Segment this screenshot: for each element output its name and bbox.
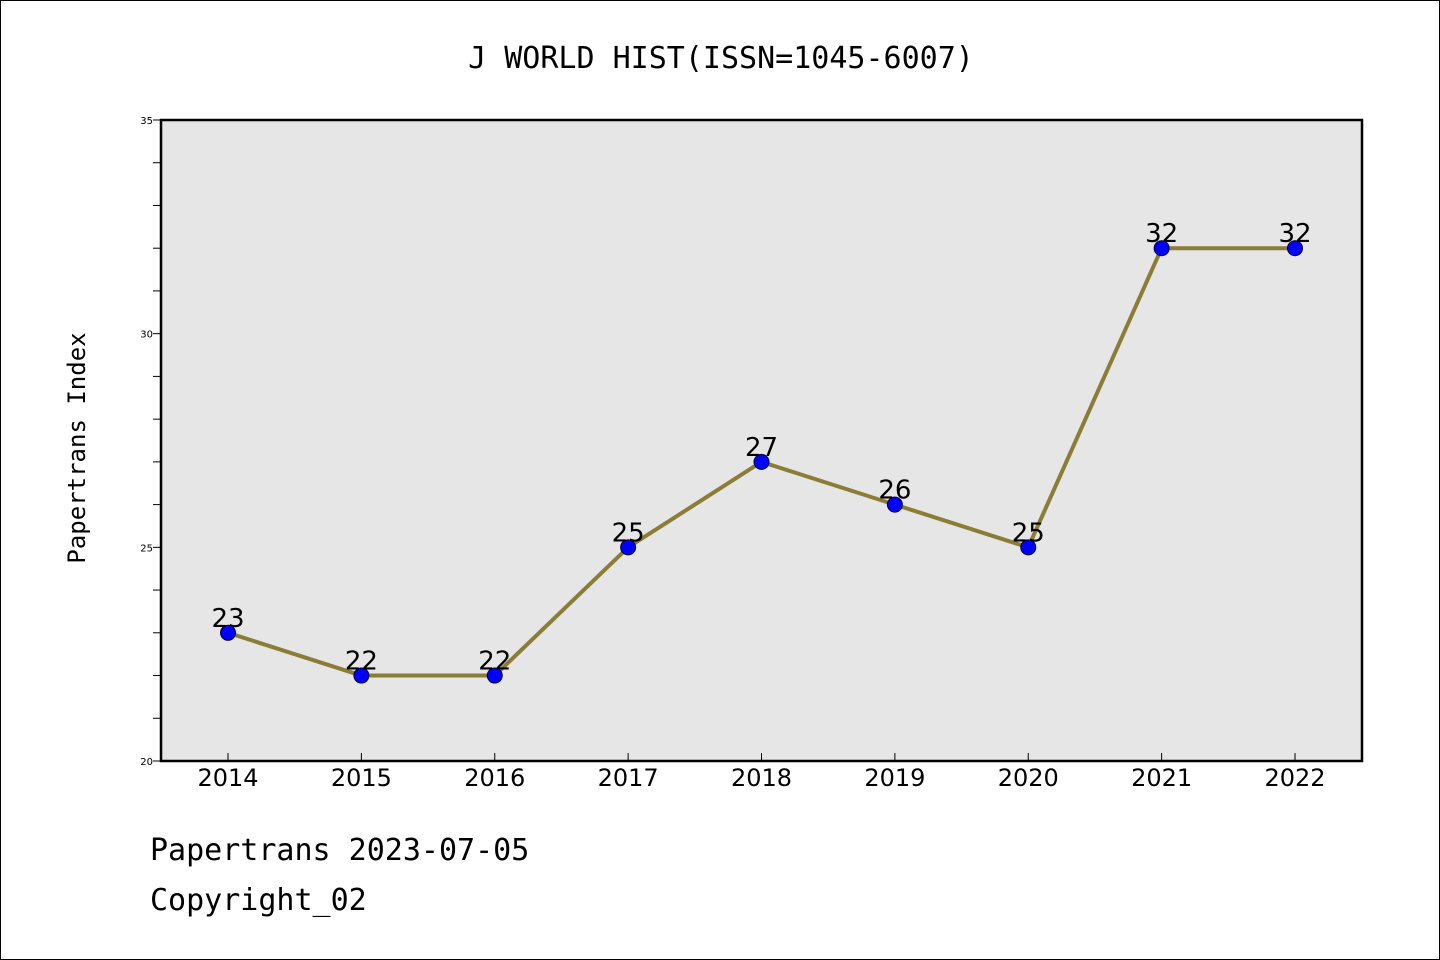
data-point <box>1020 539 1037 556</box>
x-tick-label: 2019 <box>864 764 925 792</box>
x-tick-label: 2014 <box>197 764 258 792</box>
x-tick-label: 2015 <box>331 764 392 792</box>
x-axis: 2014 2015 2016 2017 2018 2019 2020 2021 2022 <box>197 753 1326 792</box>
data-label: 22 <box>478 647 511 677</box>
data-label: 23 <box>211 604 244 634</box>
y-tick-label: 25 <box>140 543 153 554</box>
data-point <box>486 667 503 684</box>
y-tick-label: 35 <box>140 116 153 127</box>
y-axis: 20 25 30 35 <box>140 116 161 768</box>
data-point <box>1287 240 1303 257</box>
data-label: 26 <box>878 476 911 506</box>
data-label: 32 <box>1145 219 1178 249</box>
x-tick-label: 2016 <box>464 764 525 792</box>
x-tick-label: 2020 <box>998 764 1059 792</box>
x-tick-label: 2018 <box>731 764 792 792</box>
x-tick-label: 2021 <box>1131 764 1192 792</box>
data-point <box>620 539 637 556</box>
plot-area <box>159 118 1364 763</box>
data-label: 22 <box>345 647 378 677</box>
y-tick-label: 30 <box>140 330 153 341</box>
data-point <box>220 624 236 641</box>
data-point <box>1153 240 1170 257</box>
data-point <box>353 667 370 684</box>
data-points <box>220 240 1303 684</box>
y-tick-label: 20 <box>140 757 153 768</box>
x-tick-label: 2022 <box>1264 764 1325 792</box>
footer-date: Papertrans 2023-07-05 <box>150 833 530 868</box>
data-point <box>886 496 903 513</box>
data-point <box>753 453 770 470</box>
data-label: 32 <box>1278 219 1311 249</box>
y-axis-label: Papertrans Index <box>63 332 91 563</box>
data-label: 25 <box>612 518 645 548</box>
data-label: 25 <box>1012 518 1045 548</box>
data-labels: 23 22 22 25 27 26 25 32 32 <box>211 219 1311 676</box>
data-label: 27 <box>745 433 778 463</box>
footer-copyright: Copyright_02 <box>150 883 367 918</box>
x-tick-label: 2017 <box>598 764 659 792</box>
chart-title: J WORLD HIST(ISSN=1045-6007) <box>468 41 974 76</box>
